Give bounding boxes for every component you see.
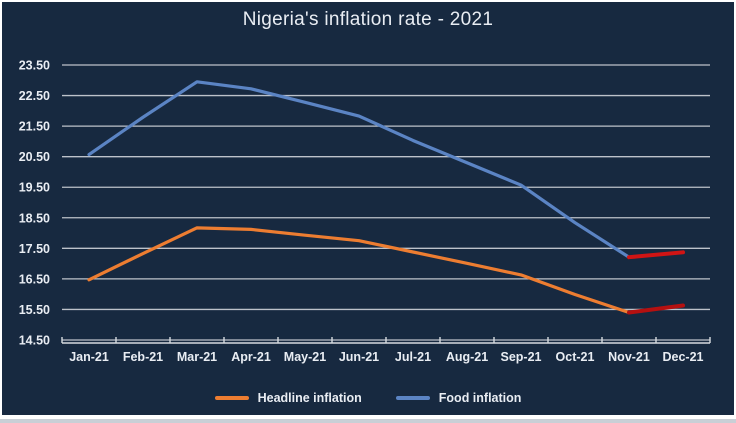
highlight-segment [627, 303, 685, 315]
x-axis-label: Sep-21 [501, 350, 542, 364]
inflation-chart: Nigeria's inflation rate - 2021 14.50 15.… [2, 2, 734, 415]
legend-item-food-inflation: Food inflation [395, 391, 522, 405]
x-axis-label: Aug-21 [446, 350, 488, 364]
y-axis-label: 19.50 [19, 181, 50, 195]
y-axis-label: 17.50 [19, 242, 50, 256]
plot-area: 14.50 15.50 16.50 17.50 18.50 19.50 20.50 21.50… [19, 59, 711, 364]
y-axis-label: 23.50 [19, 59, 50, 73]
y-axis-label: 15.50 [19, 303, 50, 317]
x-axis-label: Jan-21 [69, 350, 109, 364]
legend: Headline inflation Food inflation [2, 391, 734, 405]
series-line-headline-inflation [87, 226, 685, 315]
x-axis-label: Jul-21 [395, 350, 431, 364]
bottom-strip [0, 419, 736, 423]
y-axis-label: 20.50 [19, 150, 50, 164]
y-axis-label: 22.50 [19, 89, 50, 103]
legend-item-headline-inflation: Headline inflation [214, 391, 362, 405]
x-axis-label: Apr-21 [231, 350, 271, 364]
x-axis-label: Oct-21 [556, 350, 595, 364]
y-axis-label: 16.50 [19, 272, 50, 286]
x-axis-label: Mar-21 [177, 350, 217, 364]
x-axis-label: Jun-21 [339, 350, 379, 364]
highlight-segment [627, 250, 685, 260]
y-axis-label: 18.50 [19, 211, 50, 225]
x-axis-label: Feb-21 [123, 350, 163, 364]
series-line-food-inflation [87, 80, 685, 259]
x-axis-label: Dec-21 [663, 350, 704, 364]
legend-label: Headline inflation [257, 391, 362, 405]
food-line-swatch-icon [395, 396, 430, 400]
x-axis-label: Nov-21 [608, 350, 650, 364]
x-axis-label: May-21 [284, 350, 326, 364]
headline-line-swatch-icon [214, 396, 249, 400]
y-axis-label: 21.50 [19, 120, 50, 134]
chart-title: Nigeria's inflation rate - 2021 [242, 9, 494, 30]
y-axis-label: 14.50 [19, 334, 50, 348]
legend-label: Food inflation [438, 391, 522, 405]
